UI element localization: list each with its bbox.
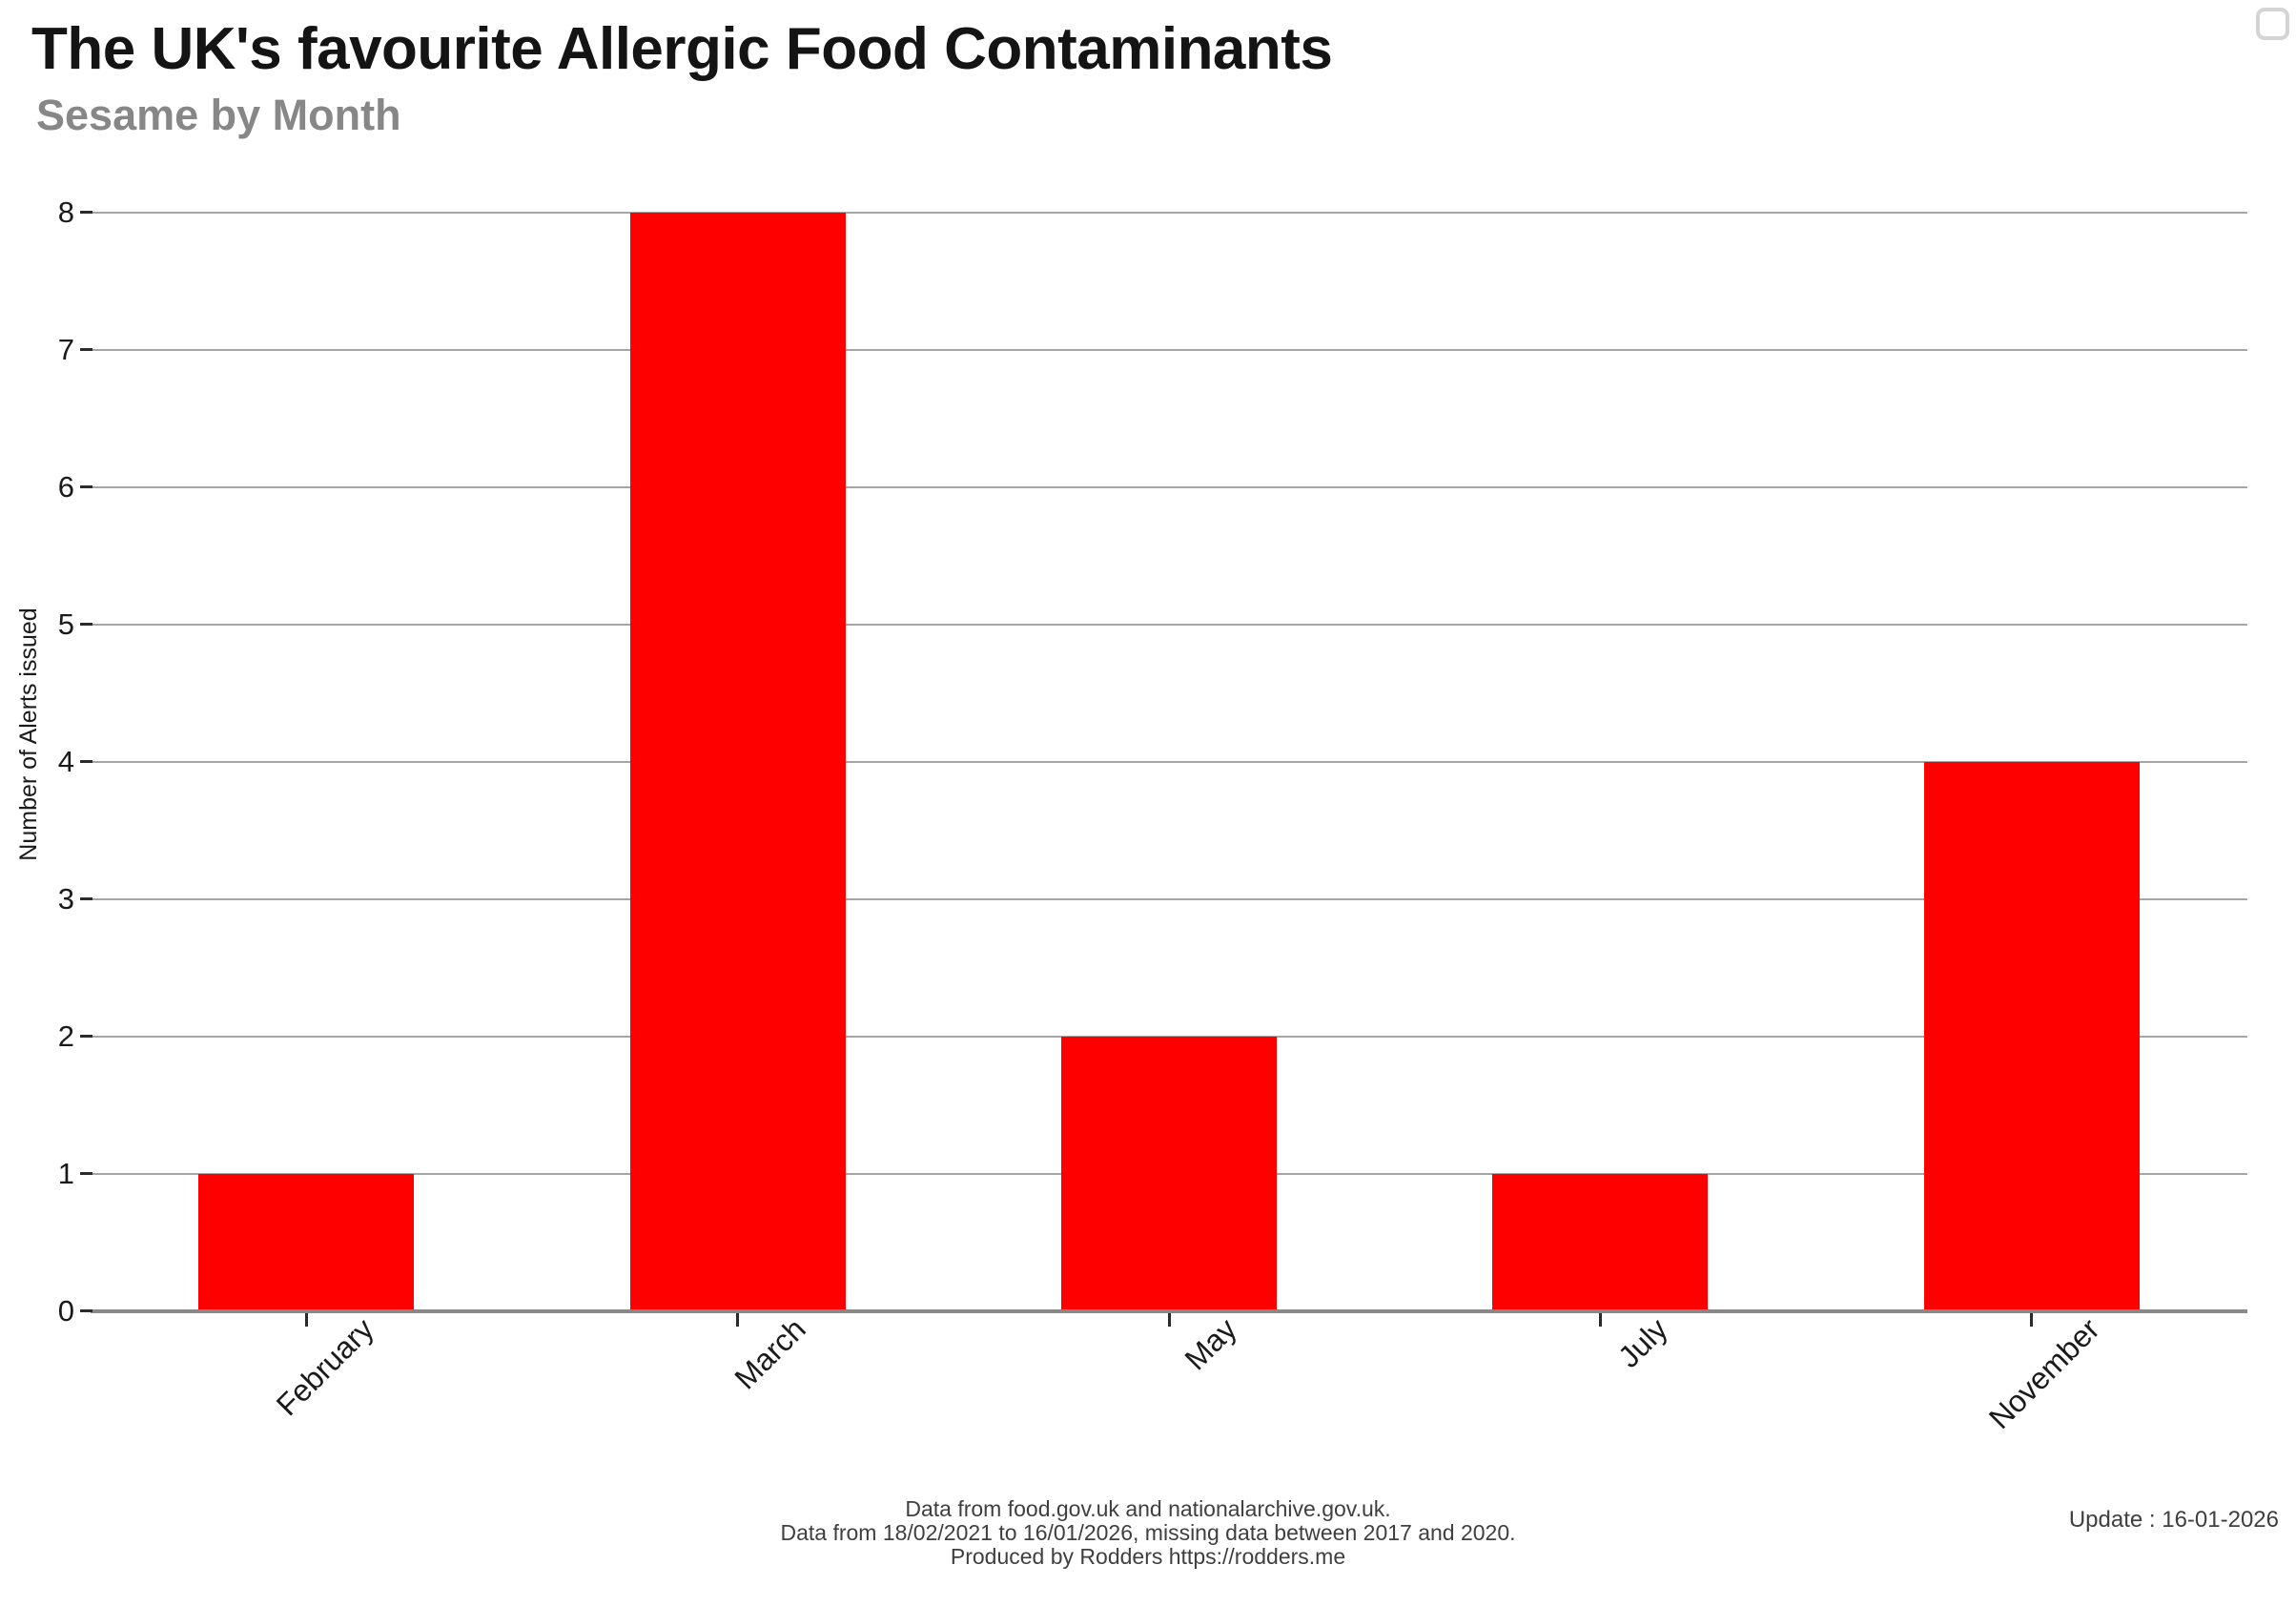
bar-february	[198, 1174, 415, 1311]
gridline-y5	[91, 624, 2247, 626]
x-tick-mark-july	[1598, 1313, 1602, 1327]
y-tick-label-0: 0	[57, 1294, 74, 1328]
update-date: Update : 16-01-2026	[2068, 1507, 2279, 1533]
bar-may	[1061, 1037, 1277, 1311]
gridline-y3	[91, 898, 2247, 900]
y-tick-label-3: 3	[57, 882, 74, 916]
y-tick-mark-0	[80, 1309, 92, 1312]
y-axis-title: Number of Alerts issued	[15, 607, 42, 861]
gridline-y8	[91, 212, 2247, 214]
y-tick-mark-5	[80, 623, 92, 626]
footer-line-range: Data from 18/02/2021 to 16/01/2026, miss…	[780, 1520, 1516, 1545]
y-tick-label-7: 7	[57, 333, 74, 366]
x-axis-line	[91, 1309, 2247, 1313]
bar-november	[1923, 762, 2140, 1311]
bar-july	[1492, 1174, 1709, 1311]
bar-march	[629, 213, 846, 1311]
footer-line-source: Data from food.gov.uk and nationalarchiv…	[905, 1496, 1391, 1521]
x-tick-mark-november	[2030, 1313, 2034, 1327]
footer-line-producer: Produced by Rodders https://rodders.me	[950, 1544, 1346, 1569]
y-tick-label-2: 2	[57, 1019, 74, 1053]
gridline-y6	[91, 486, 2247, 488]
gridline-y7	[91, 349, 2247, 351]
y-tick-mark-4	[80, 760, 92, 763]
y-tick-mark-8	[80, 211, 92, 214]
x-tick-mark-march	[736, 1313, 740, 1327]
footer-credits: Data from food.gov.uk and nationalarchiv…	[0, 1497, 2296, 1569]
y-tick-mark-2	[80, 1035, 92, 1038]
gridline-y4	[91, 761, 2247, 763]
y-tick-label-4: 4	[57, 745, 74, 778]
y-tick-mark-7	[80, 348, 92, 351]
chart-subtitle: Sesame by Month	[36, 91, 401, 139]
y-tick-label-8: 8	[57, 196, 74, 229]
rounded-square-icon	[2255, 8, 2289, 40]
y-tick-mark-1	[80, 1172, 92, 1175]
y-tick-label-6: 6	[57, 470, 74, 504]
y-tick-label-1: 1	[57, 1157, 74, 1190]
y-tick-mark-6	[80, 485, 92, 488]
y-tick-mark-3	[80, 897, 92, 900]
chart-title: The UK's favourite Allergic Food Contami…	[31, 16, 1333, 82]
x-tick-mark-february	[304, 1313, 308, 1327]
y-tick-label-5: 5	[57, 607, 74, 641]
x-tick-mark-may	[1167, 1313, 1171, 1327]
fullscreen-button[interactable]	[2252, 4, 2292, 44]
